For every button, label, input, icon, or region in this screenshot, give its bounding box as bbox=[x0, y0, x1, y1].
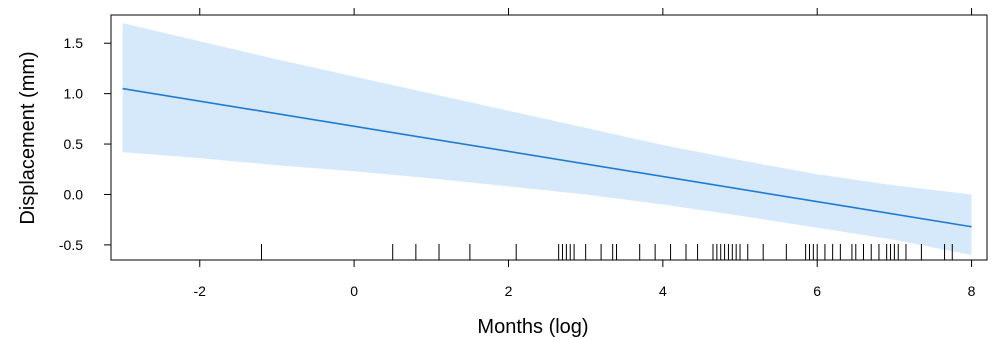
y-axis: -0.5 0.0 0.5 1.0 1.5 bbox=[59, 35, 111, 253]
rug-layer bbox=[261, 244, 988, 260]
x-tick-label: 6 bbox=[813, 283, 821, 299]
x-tick-label: 0 bbox=[350, 283, 358, 299]
y-tick-label: 1.0 bbox=[64, 86, 84, 102]
y-tick-label: 0.5 bbox=[64, 136, 84, 152]
y-tick-label: -0.5 bbox=[59, 237, 83, 253]
x-axis: -2 0 2 4 6 8 bbox=[194, 8, 976, 299]
confidence-band-layer bbox=[122, 23, 972, 255]
y-axis-title: Displacement (mm) bbox=[17, 51, 39, 224]
plot-frame bbox=[110, 14, 988, 261]
fit-line bbox=[122, 87, 972, 228]
y-tick-label: 1.5 bbox=[64, 35, 84, 51]
x-tick-label: 8 bbox=[968, 283, 976, 299]
fit-line-layer bbox=[122, 87, 972, 228]
y-tick-label: 0.0 bbox=[64, 186, 84, 202]
x-tick-label: 4 bbox=[659, 283, 667, 299]
confidence-band bbox=[122, 23, 972, 255]
x-tick-label: -2 bbox=[194, 283, 207, 299]
x-axis-title: Months (log) bbox=[477, 316, 588, 338]
x-tick-label: 2 bbox=[505, 283, 513, 299]
